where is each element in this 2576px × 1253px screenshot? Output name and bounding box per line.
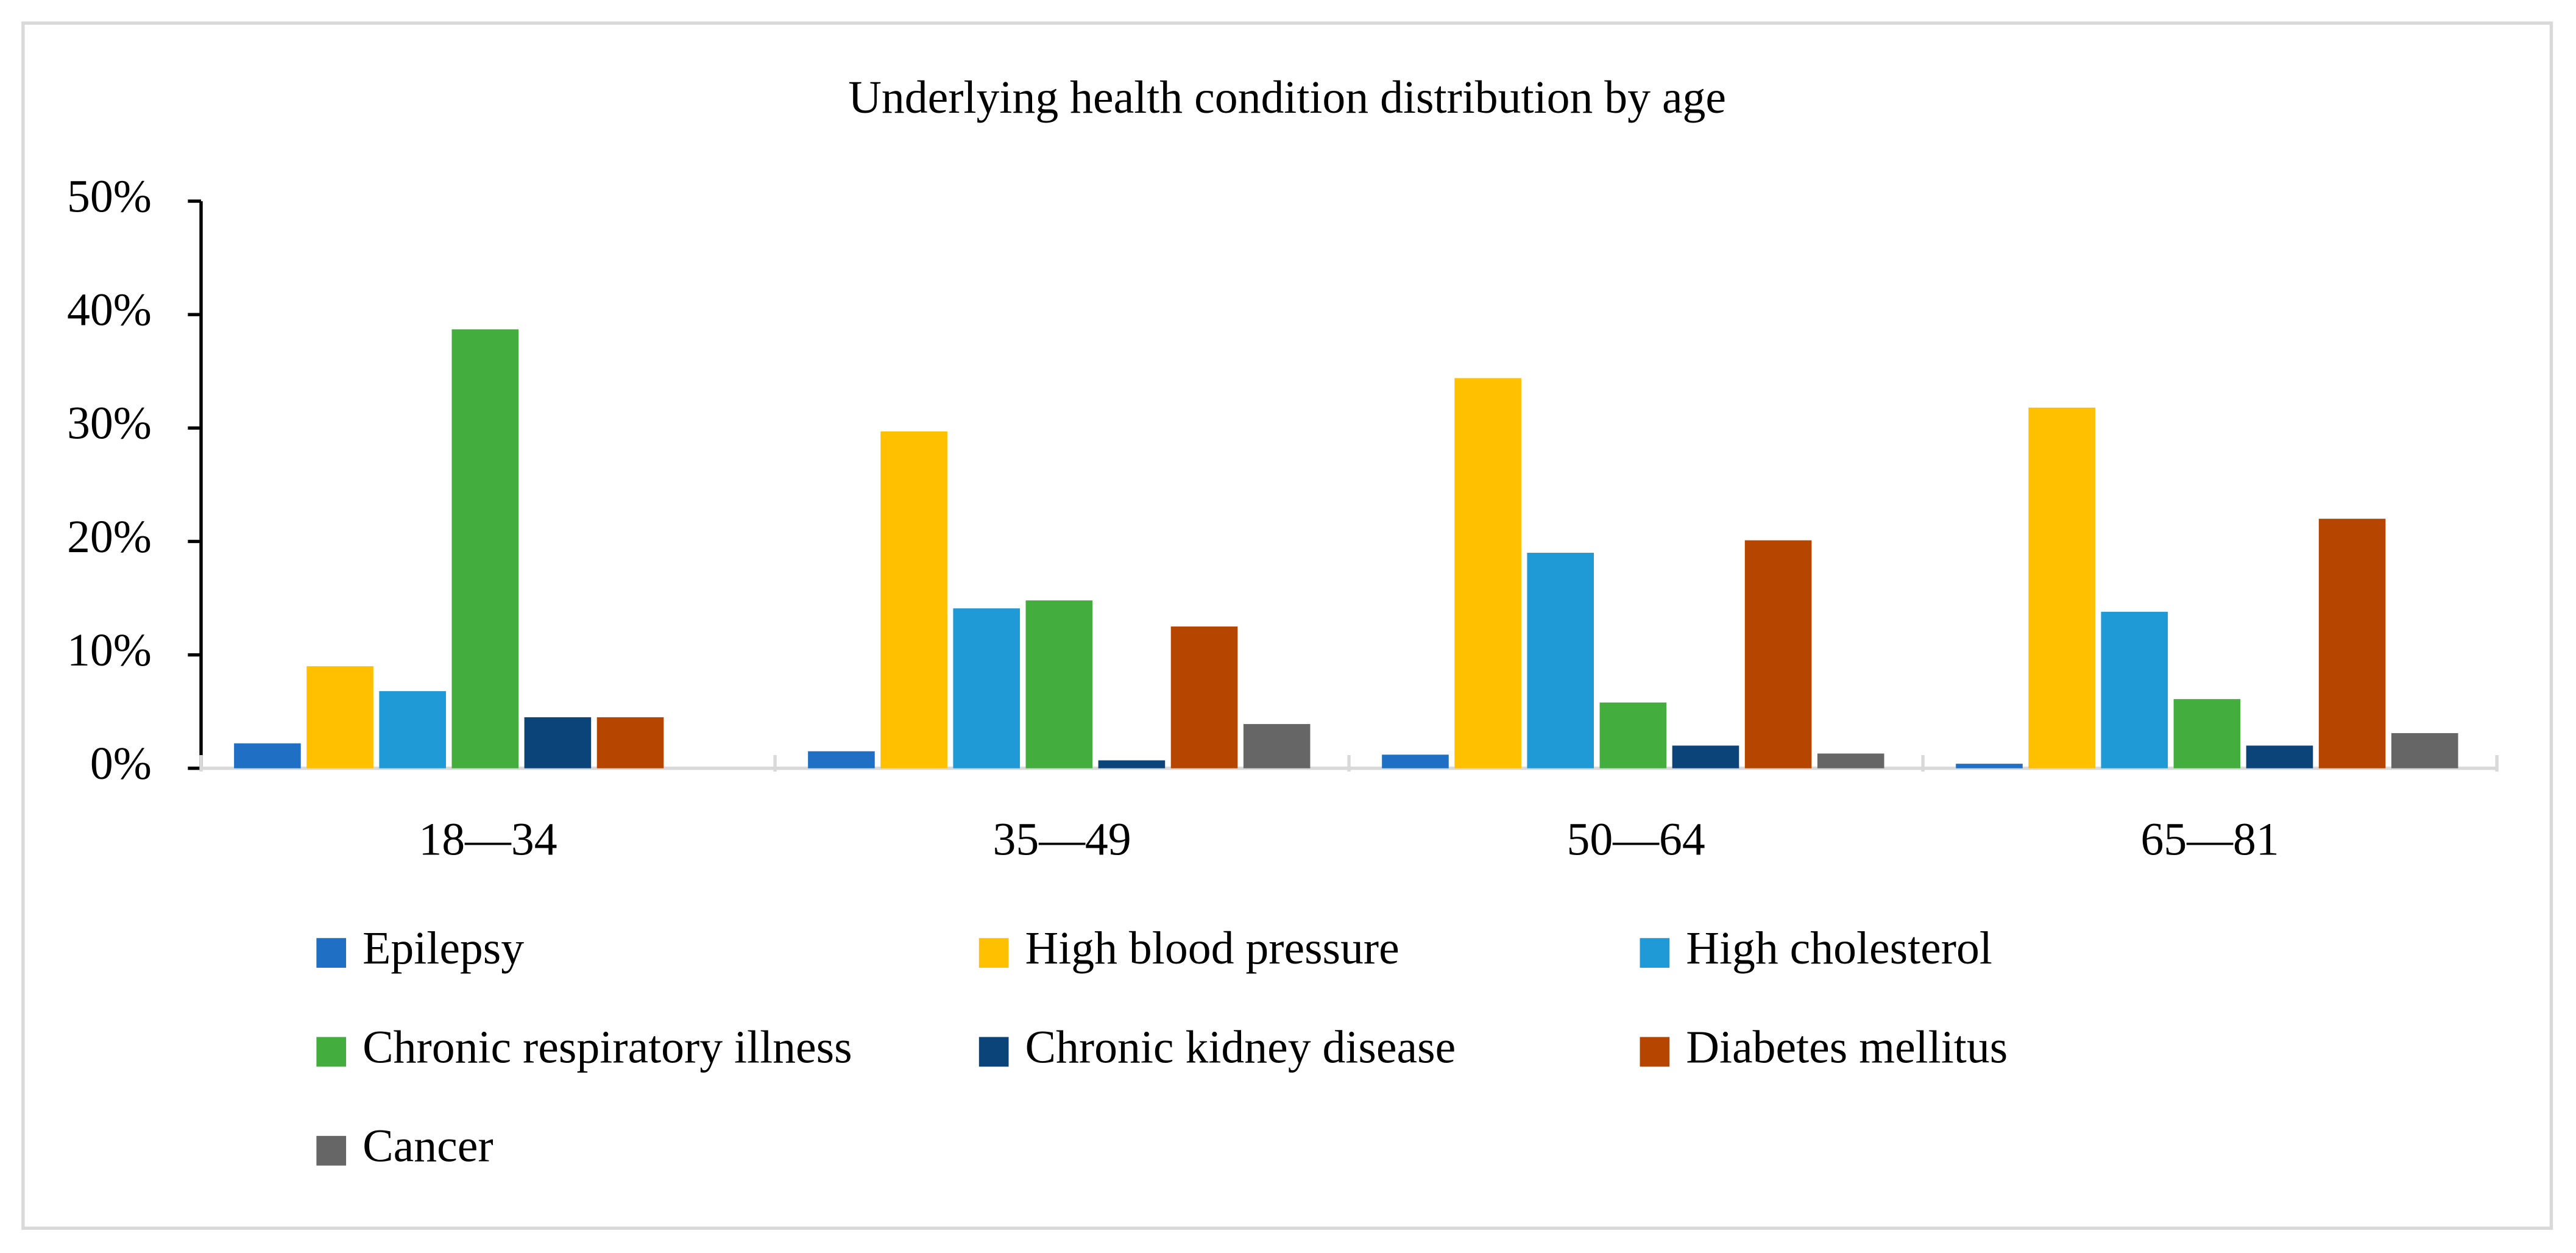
bar	[1025, 600, 1093, 768]
legend-swatch	[316, 1037, 347, 1067]
legend-label: High cholesterol	[1686, 923, 1992, 974]
legend-label: Epilepsy	[363, 923, 524, 974]
bar	[1599, 702, 1667, 768]
bar	[880, 431, 947, 768]
x-tick-label: 50—64	[1567, 814, 1705, 865]
bar	[2028, 407, 2095, 768]
bar	[953, 608, 1020, 768]
bar	[1744, 540, 1812, 768]
bar	[379, 691, 446, 768]
y-tick-label: 50%	[67, 171, 152, 222]
y-tick-label: 20%	[67, 512, 152, 563]
legend-swatch	[1640, 1037, 1670, 1067]
bar	[2246, 745, 2313, 768]
bar	[1243, 724, 1311, 768]
y-tick-label: 0%	[90, 739, 152, 789]
bar	[2391, 733, 2458, 768]
legend-label: High blood pressure	[1025, 923, 1399, 974]
bar	[2101, 611, 2168, 768]
bar	[596, 717, 664, 768]
x-tick-label: 35—49	[993, 814, 1131, 865]
bar	[808, 751, 875, 768]
legend-label: Cancer	[363, 1121, 493, 1172]
legend-swatch	[316, 938, 347, 968]
bar	[1672, 745, 1739, 768]
legend-swatch	[978, 938, 1009, 968]
legend-label: Diabetes mellitus	[1686, 1022, 2008, 1073]
y-tick-label: 10%	[67, 625, 152, 676]
bar	[1382, 754, 1449, 768]
x-tick-label: 65—81	[2141, 814, 2279, 865]
y-tick-label: 40%	[67, 285, 152, 336]
bar	[1454, 378, 1521, 768]
legend-swatch	[978, 1037, 1009, 1067]
chart-title: Underlying health condition distribution…	[848, 73, 1726, 123]
x-tick-label: 18—34	[419, 814, 557, 865]
bar	[1817, 753, 1884, 768]
legend-swatch	[1640, 938, 1670, 968]
bar	[2173, 699, 2241, 768]
y-tick-label: 30%	[67, 399, 152, 449]
legend-label: Chronic respiratory illness	[363, 1022, 852, 1073]
bar	[1098, 760, 1166, 768]
bar	[306, 666, 373, 768]
bar	[524, 717, 592, 768]
legend-label: Chronic kidney disease	[1025, 1022, 1456, 1073]
bar	[1956, 764, 2023, 768]
legend-swatch	[316, 1135, 347, 1166]
bar	[1527, 553, 1594, 768]
bar	[1170, 626, 1238, 768]
bar	[234, 743, 301, 768]
bar	[2318, 519, 2386, 768]
bar	[451, 329, 519, 768]
